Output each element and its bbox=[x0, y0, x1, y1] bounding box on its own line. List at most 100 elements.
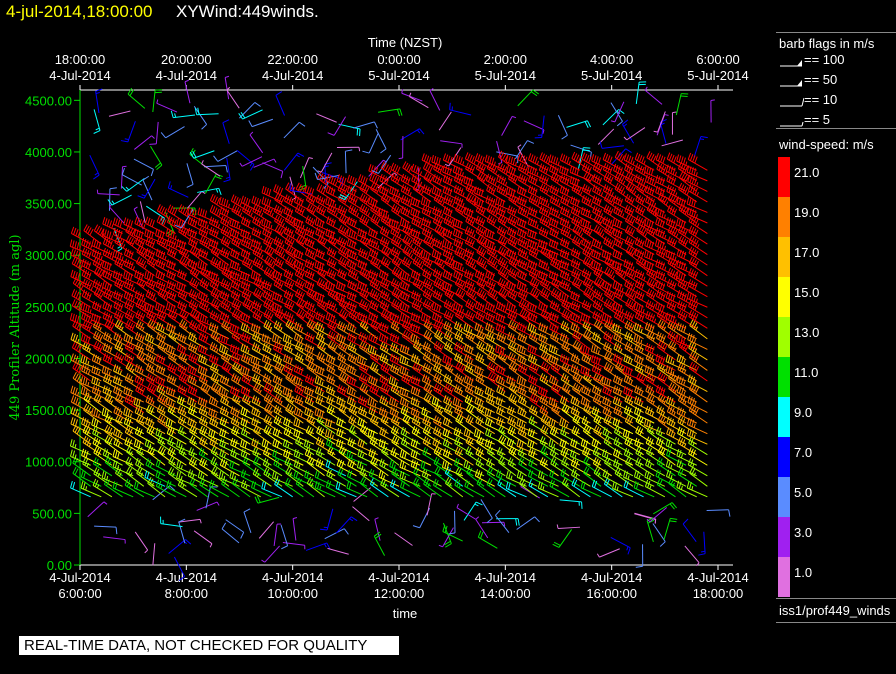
wind-barb bbox=[165, 418, 187, 435]
barb-legend-label: == 5 bbox=[804, 112, 831, 127]
wind-barb bbox=[250, 238, 272, 256]
wind-barb bbox=[314, 172, 340, 181]
wind-barb bbox=[272, 449, 293, 466]
wind-barb bbox=[443, 330, 464, 350]
wind-barb bbox=[196, 501, 220, 511]
wind-barb bbox=[431, 302, 453, 319]
barb-legend-label: == 10 bbox=[804, 92, 838, 107]
wind-barb bbox=[433, 383, 453, 403]
wind-barb bbox=[353, 121, 378, 129]
wind-barb bbox=[369, 299, 389, 319]
wind-barb bbox=[410, 459, 432, 477]
wind-barb bbox=[432, 206, 453, 224]
wind-barb bbox=[176, 281, 198, 298]
wind-barb bbox=[242, 298, 262, 319]
wind-barb bbox=[124, 373, 145, 392]
wind-barb bbox=[113, 290, 134, 308]
wind-barb bbox=[178, 518, 186, 544]
wind-barb bbox=[325, 353, 347, 371]
wind-barb bbox=[221, 361, 240, 382]
wind-barb bbox=[327, 330, 347, 350]
wind-barb bbox=[463, 428, 485, 445]
wind-barb bbox=[380, 256, 400, 277]
wind-barb bbox=[400, 128, 425, 141]
wind-barb bbox=[92, 279, 113, 298]
wind-barb bbox=[155, 479, 176, 498]
wind-barb bbox=[71, 341, 91, 361]
wind-barb bbox=[208, 216, 230, 234]
wind-barb bbox=[264, 403, 283, 424]
wind-barb bbox=[410, 269, 432, 287]
wind-barb bbox=[146, 205, 166, 225]
wind-barb bbox=[187, 227, 208, 245]
wind-barb bbox=[87, 501, 108, 518]
speed-scale-label: 15.0 bbox=[794, 285, 820, 300]
wind-barb bbox=[635, 81, 647, 104]
wind-barb bbox=[156, 99, 178, 113]
wind-barb bbox=[156, 404, 176, 424]
wind-barb bbox=[402, 245, 421, 266]
wind-barb bbox=[144, 438, 166, 456]
wind-barb bbox=[368, 269, 389, 287]
wind-barb bbox=[507, 288, 527, 308]
wind-barb bbox=[507, 457, 527, 477]
wind-barb bbox=[166, 237, 187, 256]
wind-barb bbox=[556, 524, 581, 529]
wind-barb bbox=[346, 375, 368, 392]
wind-barb bbox=[262, 457, 283, 477]
wind-barb bbox=[432, 478, 453, 498]
wind-barb bbox=[389, 479, 410, 498]
wind-barb bbox=[315, 458, 336, 477]
wind-barb bbox=[283, 226, 304, 245]
wind-barb bbox=[431, 311, 453, 329]
wind-barb bbox=[82, 425, 102, 445]
wind-barb bbox=[240, 469, 261, 487]
barb-legend-row: == 100 bbox=[778, 52, 845, 68]
wind-barb bbox=[124, 341, 145, 361]
wind-barb bbox=[238, 109, 263, 120]
wind-barb bbox=[167, 181, 189, 198]
top-tick-time: 20:00:00 bbox=[161, 52, 212, 67]
wind-barb bbox=[136, 466, 155, 487]
wind-barb bbox=[134, 531, 149, 554]
wind-barb bbox=[443, 404, 464, 424]
wind-barb bbox=[294, 204, 315, 224]
wind-barb bbox=[390, 320, 410, 340]
wind-barb bbox=[209, 362, 230, 382]
wind-barb bbox=[580, 480, 602, 498]
wind-barb bbox=[144, 302, 166, 319]
wind-barb bbox=[80, 386, 102, 403]
wind-barb bbox=[193, 105, 208, 130]
wind-barb bbox=[306, 456, 325, 477]
wind-barb bbox=[70, 332, 91, 350]
wind-barb bbox=[303, 439, 325, 456]
wind-barb bbox=[209, 310, 230, 329]
wind-barb bbox=[431, 249, 453, 266]
wind-barb bbox=[410, 406, 432, 424]
wind-barb bbox=[261, 545, 280, 563]
wind-barb bbox=[380, 383, 400, 403]
wind-barb bbox=[401, 89, 423, 102]
wind-barb bbox=[686, 197, 708, 213]
barb-legend-title: barb flags in m/s bbox=[779, 36, 875, 51]
wind-barb bbox=[135, 341, 155, 361]
wind-barb bbox=[125, 466, 145, 487]
wind-barb bbox=[149, 121, 159, 145]
wind-barb bbox=[484, 417, 506, 435]
wind-barb bbox=[381, 245, 400, 266]
wind-barb bbox=[336, 458, 357, 477]
wind-barb bbox=[168, 539, 192, 554]
wind-barb bbox=[326, 363, 347, 382]
wind-barb bbox=[194, 107, 219, 116]
wind-barb bbox=[71, 289, 91, 308]
wind-barb bbox=[368, 406, 389, 424]
wind-barb bbox=[327, 116, 347, 136]
wind-barb bbox=[378, 438, 400, 456]
wind-barb bbox=[199, 278, 219, 298]
wind-barb bbox=[284, 477, 304, 498]
wind-barb bbox=[210, 456, 230, 477]
wind-barb bbox=[348, 309, 368, 329]
wind-barb bbox=[283, 268, 304, 287]
wind-barb bbox=[102, 385, 123, 403]
wind-barb bbox=[389, 186, 410, 203]
